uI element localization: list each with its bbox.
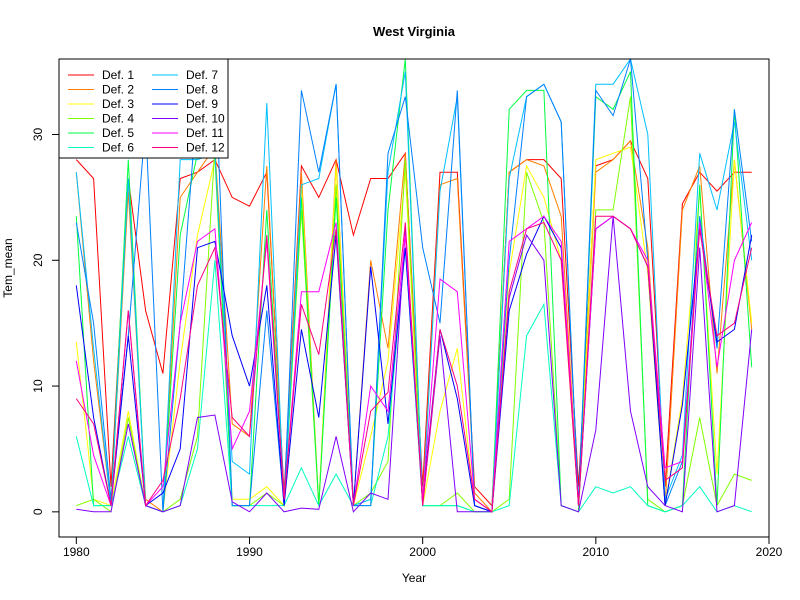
legend-item-4: Def. 4 xyxy=(68,112,134,126)
legend-item-2: Def. 2 xyxy=(68,83,134,97)
x-tick-label: 2010 xyxy=(582,545,609,559)
legend-label: Def. 11 xyxy=(186,126,224,140)
legend-label: Def. 3 xyxy=(102,97,134,111)
legend-label: Def. 7 xyxy=(186,68,218,82)
legend-label: Def. 6 xyxy=(102,141,134,155)
legend-item-12: Def. 12 xyxy=(152,141,225,155)
legend-label: Def. 2 xyxy=(102,83,134,97)
x-axis: 1980 1990 2000 2010 2020 xyxy=(63,536,783,559)
legend-item-9: Def. 9 xyxy=(152,97,218,111)
legend-label: Def. 4 xyxy=(102,112,134,126)
chart-title: West Virginia xyxy=(373,24,456,39)
y-tick-label: 10 xyxy=(31,379,45,393)
legend-item-3: Def. 3 xyxy=(68,97,134,111)
legend-item-6: Def. 6 xyxy=(68,141,134,155)
legend-label: Def. 10 xyxy=(186,112,225,126)
series-line-8 xyxy=(75,58,753,513)
legend-label: Def. 12 xyxy=(186,141,225,155)
legend-label: Def. 5 xyxy=(102,126,134,140)
legend-item-7: Def. 7 xyxy=(152,68,218,82)
legend-item-5: Def. 5 xyxy=(68,126,134,140)
legend-label: Def. 8 xyxy=(186,83,218,97)
series-line-7 xyxy=(75,57,753,513)
legend-item-1: Def. 1 xyxy=(68,68,134,82)
x-tick-label: 1990 xyxy=(236,545,263,559)
y-axis-label: Tem_mean xyxy=(1,238,15,297)
y-tick-label: 20 xyxy=(31,253,45,267)
x-tick-label: 1980 xyxy=(63,545,90,559)
x-axis-label: Year xyxy=(402,571,426,585)
legend-label: Def. 9 xyxy=(186,97,218,111)
legend-label: Def. 1 xyxy=(102,68,134,82)
series-layer xyxy=(75,57,753,514)
legend-item-10: Def. 10 xyxy=(152,112,225,126)
y-tick-label: 30 xyxy=(31,127,45,141)
x-tick-label: 2020 xyxy=(756,545,783,559)
y-axis: 0 10 20 30 xyxy=(31,127,60,515)
legend-item-11: Def. 11 xyxy=(152,126,224,140)
y-tick-label: 0 xyxy=(31,508,45,515)
legend-item-8: Def. 8 xyxy=(152,83,218,97)
series-line-12 xyxy=(75,215,753,513)
x-tick-label: 2000 xyxy=(409,545,436,559)
